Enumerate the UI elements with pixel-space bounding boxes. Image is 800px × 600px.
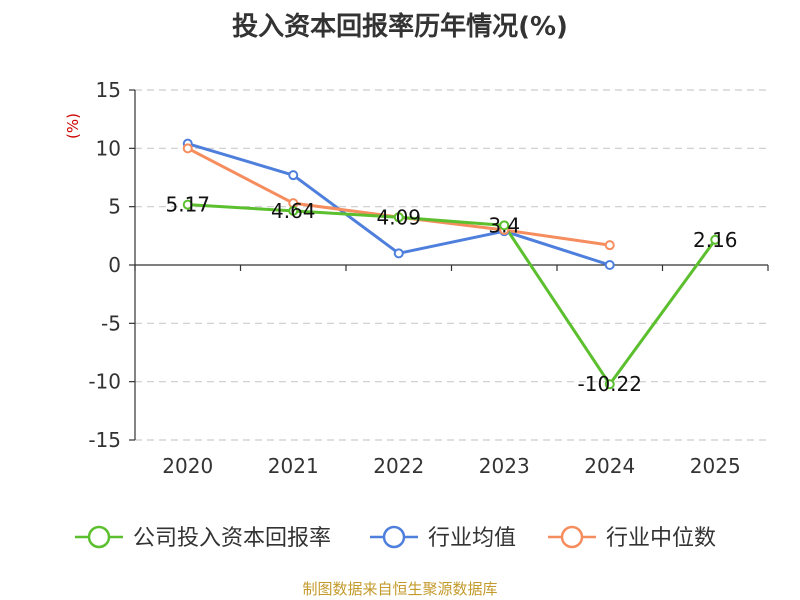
axes — [129, 89, 769, 441]
series-line-0 — [187, 203, 717, 386]
legend: 公司投入资本回报率 行业均值 行业中位数 — [75, 525, 716, 551]
legend-marker-1 — [382, 525, 406, 549]
y-tick-label: 10 — [96, 136, 121, 160]
series-points — [182, 138, 721, 390]
chart-title: 投入资本回报率历年情况(%) — [232, 12, 568, 42]
data-point[interactable] — [182, 143, 193, 154]
data-point[interactable] — [288, 205, 299, 216]
data-point[interactable] — [604, 379, 615, 390]
legend-label-2[interactable]: 行业中位数 — [606, 526, 716, 551]
data-labels: 5.17 4.64 4.09 3.4 -10.22 2.16 — [165, 193, 737, 397]
legend-label-0[interactable]: 公司投入资本回报率 — [133, 526, 331, 551]
data-label: 4.09 — [376, 205, 421, 229]
y-tick-label: 0 — [108, 253, 121, 277]
data-point[interactable] — [604, 260, 615, 270]
x-tick-label: 2020 — [162, 454, 213, 478]
data-point[interactable] — [288, 170, 299, 181]
x-tick-label: 2021 — [268, 454, 319, 478]
y-axis-unit: (%) — [64, 113, 82, 139]
x-tick-label: 2024 — [584, 454, 635, 478]
data-label: 5.17 — [165, 193, 210, 217]
data-point[interactable] — [393, 212, 404, 223]
data-point[interactable] — [499, 220, 510, 231]
data-label: 2.16 — [693, 228, 738, 252]
data-label: 3.4 — [488, 213, 520, 237]
y-tick-label: -5 — [101, 311, 121, 335]
data-point[interactable] — [604, 240, 615, 251]
data-point[interactable] — [182, 199, 193, 210]
y-tick-label: -15 — [88, 428, 121, 452]
y-tick-label: -10 — [88, 370, 121, 394]
tick-labels: 15 10 5 0 -5 -10 -15 2020 2021 2022 2023 2024 2025 — [88, 78, 740, 478]
legend-marker-0 — [87, 525, 111, 549]
legend-marker-2 — [560, 525, 584, 549]
y-tick-label: 15 — [96, 78, 121, 102]
y-tick-label: 5 — [108, 195, 121, 219]
data-point[interactable] — [393, 248, 404, 259]
grid-lines — [135, 89, 768, 441]
x-tick-label: 2025 — [690, 454, 741, 478]
series-lines — [187, 142, 717, 386]
x-tick-label: 2023 — [479, 454, 530, 478]
source-note: 制图数据来自恒生聚源数据库 — [302, 580, 498, 598]
data-label: 4.64 — [271, 199, 316, 223]
data-point[interactable] — [710, 234, 721, 245]
x-tick-label: 2022 — [373, 454, 424, 478]
legend-label-1[interactable]: 行业均值 — [428, 526, 516, 551]
data-label: -10.22 — [578, 372, 642, 396]
